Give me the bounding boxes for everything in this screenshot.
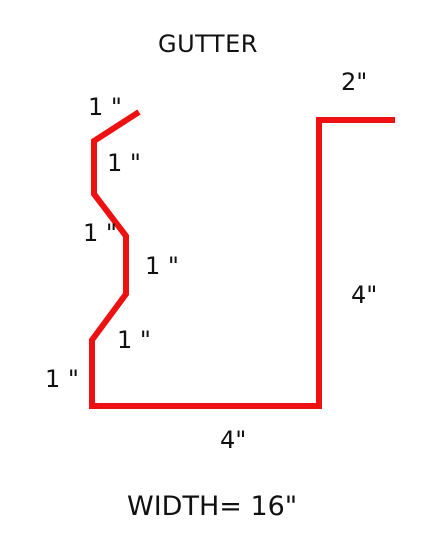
front-lower-dimension: 1 " xyxy=(45,365,79,393)
bottom-width-dimension: 4" xyxy=(220,426,247,454)
total-width-label: WIDTH= 16" xyxy=(127,491,298,522)
diagram-title: GUTTER xyxy=(158,30,258,58)
front-vertical-upper-dimension: 1 " xyxy=(107,149,141,177)
top-flange-dimension: 2" xyxy=(341,68,368,96)
gutter-profile-line xyxy=(89,109,395,409)
front-vertical-mid-dimension: 1 " xyxy=(145,252,179,280)
front-diagonal-upper-dimension: 1 " xyxy=(83,219,117,247)
front-diagonal-lower-dimension: 1 " xyxy=(117,326,151,354)
back-height-dimension: 4" xyxy=(351,281,378,309)
front-lip-dimension: 1 " xyxy=(88,93,122,121)
